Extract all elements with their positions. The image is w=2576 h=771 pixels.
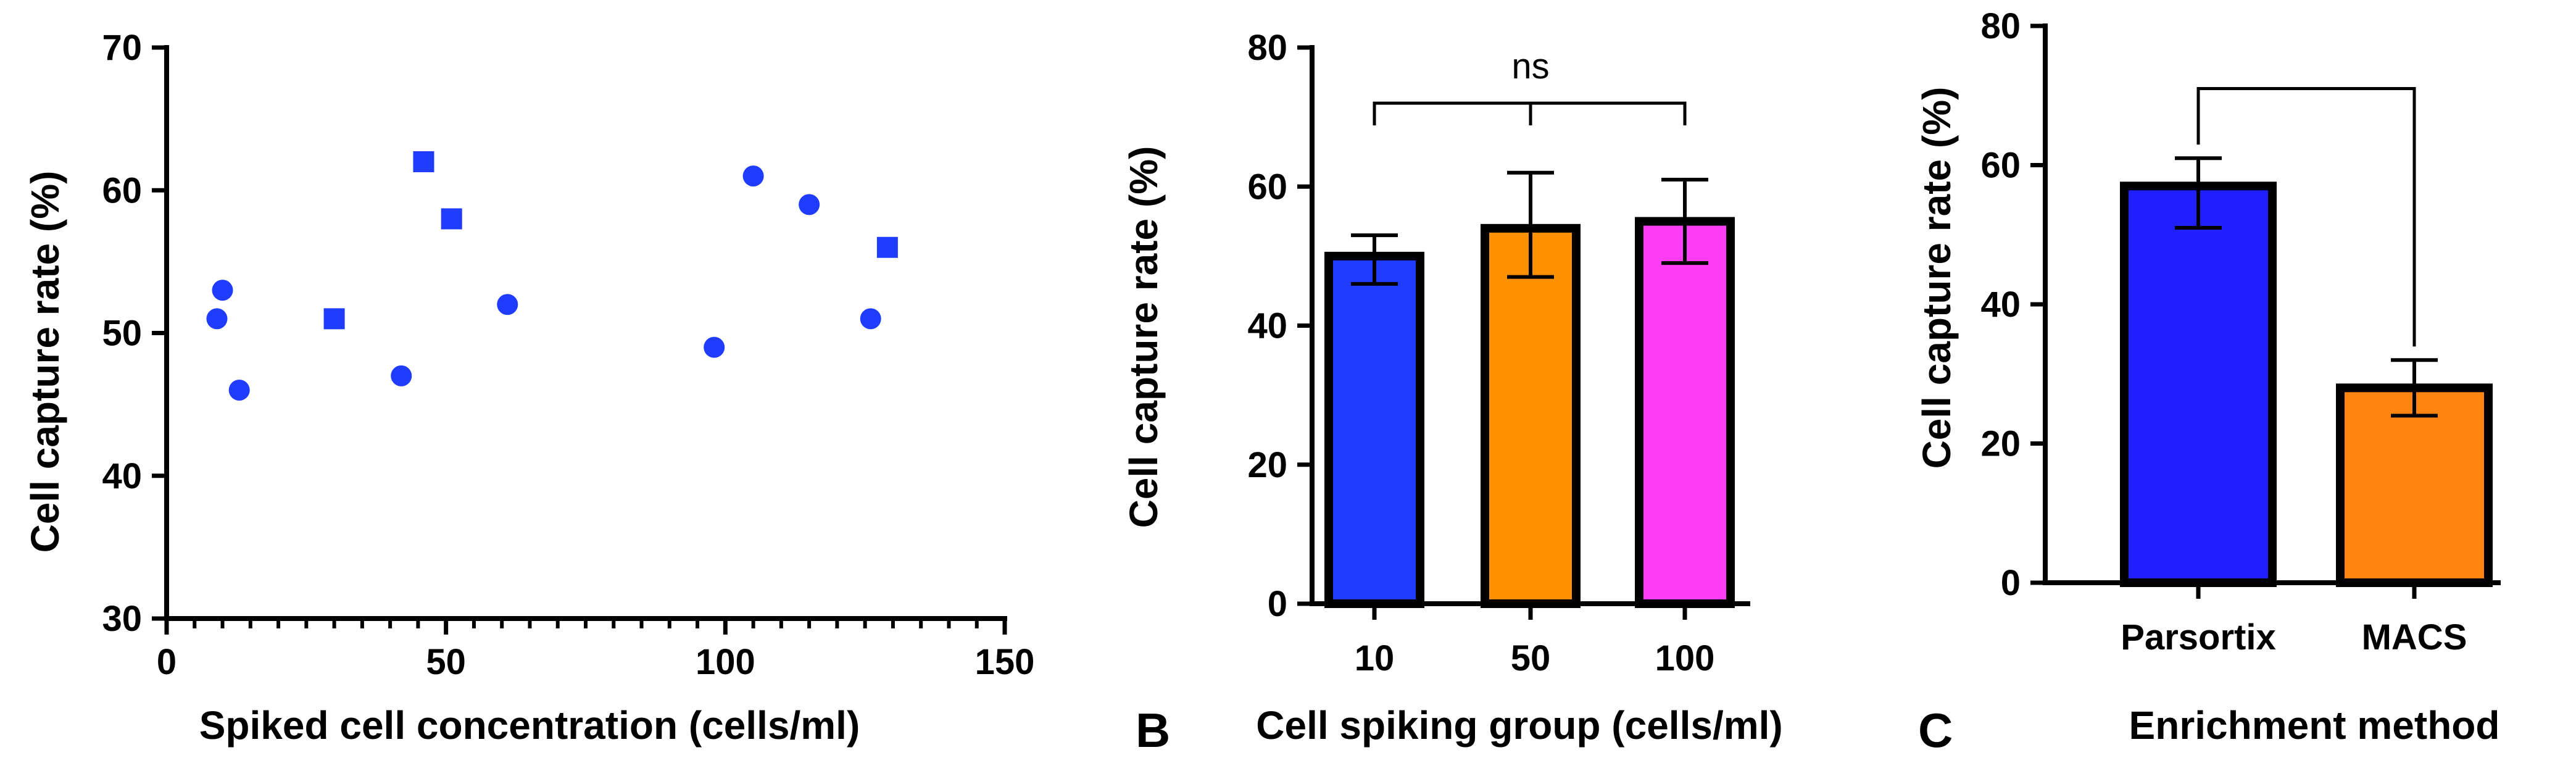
bar-panel-b: B Cell capture rate (%) Cell spiking gro… xyxy=(1121,28,1783,757)
panel-a-x-tick-label: 100 xyxy=(696,642,755,682)
panel-b-bar xyxy=(1635,217,1735,608)
panel-b-y-tick-label: 20 xyxy=(1247,445,1287,485)
panel-a-y-tick-label: 40 xyxy=(102,456,142,496)
panel-b-y-axis-title: Cell capture rate (%) xyxy=(1121,146,1166,528)
panel-c-bar xyxy=(2120,181,2277,587)
scatter-point-square xyxy=(323,308,345,330)
scatter-point-square xyxy=(876,236,898,258)
panel-b-x-tick-label: 100 xyxy=(1655,638,1715,678)
panel-a-points xyxy=(206,151,898,401)
comparison-bracket xyxy=(2196,86,2416,347)
panel-c-bars xyxy=(2120,86,2493,587)
panel-a-x-tick-label: 50 xyxy=(426,642,466,682)
panel-a-y-tick-label: 30 xyxy=(102,599,142,639)
panel-c-x-tick-label: MACS xyxy=(2362,617,2467,657)
panel-b-y-tick-label: 40 xyxy=(1247,306,1287,346)
panel-a-y-tick-label: 50 xyxy=(102,314,142,354)
scatter-point-circle xyxy=(212,280,233,301)
panel-b-letter: B xyxy=(1136,703,1170,757)
panel-b-y-tick-label: 80 xyxy=(1247,28,1287,68)
panel-a-x-tick-label: 0 xyxy=(157,642,177,682)
panel-a-y-tick-label: 70 xyxy=(102,28,142,68)
panel-a-axes: 30 40 50 60 70 0 50 100 150 xyxy=(102,28,1034,682)
panel-c-x-axis-title: Enrichment method xyxy=(2129,703,2500,748)
panel-b-x-tick-label: 50 xyxy=(1511,638,1551,678)
panel-b-x-axis-title: Cell spiking group (cells/ml) xyxy=(1256,703,1782,748)
scatter-point-circle xyxy=(860,308,881,330)
panel-b-bar xyxy=(1324,251,1424,608)
panel-c-y-tick-label: 80 xyxy=(1980,6,2021,46)
panel-a-x-tick-label: 150 xyxy=(975,642,1035,682)
panel-b-y-tick-label: 0 xyxy=(1268,584,1287,624)
scatter-point-circle xyxy=(206,308,228,330)
scatter-point-circle xyxy=(704,336,725,358)
panel-c-y-tick-label: 20 xyxy=(1980,424,2021,464)
panel-c-y-tick-label: 40 xyxy=(1980,285,2021,325)
panel-a-y-axis-title: Cell capture rate (%) xyxy=(23,171,67,553)
scatter-point-square xyxy=(413,151,434,172)
scatter-panel: Cell capture rate (%) Spiked cell concen… xyxy=(23,28,1034,748)
scatter-point-circle xyxy=(799,194,820,215)
panel-c-y-tick-label: 60 xyxy=(1980,146,2021,186)
scatter-point-circle xyxy=(742,165,764,187)
panel-a-x-axis-title: Spiked cell concentration (cells/ml) xyxy=(199,703,860,748)
panel-c-letter: C xyxy=(1918,703,1953,757)
significance-bracket xyxy=(1373,101,1687,126)
scatter-point-square xyxy=(441,208,462,230)
significance-label: ns xyxy=(1511,46,1549,86)
scatter-point-circle xyxy=(391,365,412,386)
panel-c-x-tick-label: Parsortix xyxy=(2121,617,2275,657)
panel-b-bars: ns xyxy=(1324,46,1735,608)
panel-a-y-tick-label: 60 xyxy=(102,170,142,210)
panel-c-bar xyxy=(2336,383,2493,587)
scatter-point-circle xyxy=(228,380,250,401)
panel-b-bar xyxy=(1481,223,1581,608)
scatter-point-circle xyxy=(497,294,518,315)
panel-b-x-tick-label: 10 xyxy=(1355,638,1395,678)
panel-c-y-axis-title: Cell capture rate (%) xyxy=(1914,87,1959,469)
panel-c-y-tick-label: 0 xyxy=(2001,563,2021,603)
panel-b-y-tick-label: 60 xyxy=(1247,167,1287,207)
bar-panel-c: C Cell capture rate (%) Enrichment metho… xyxy=(1914,6,2501,757)
